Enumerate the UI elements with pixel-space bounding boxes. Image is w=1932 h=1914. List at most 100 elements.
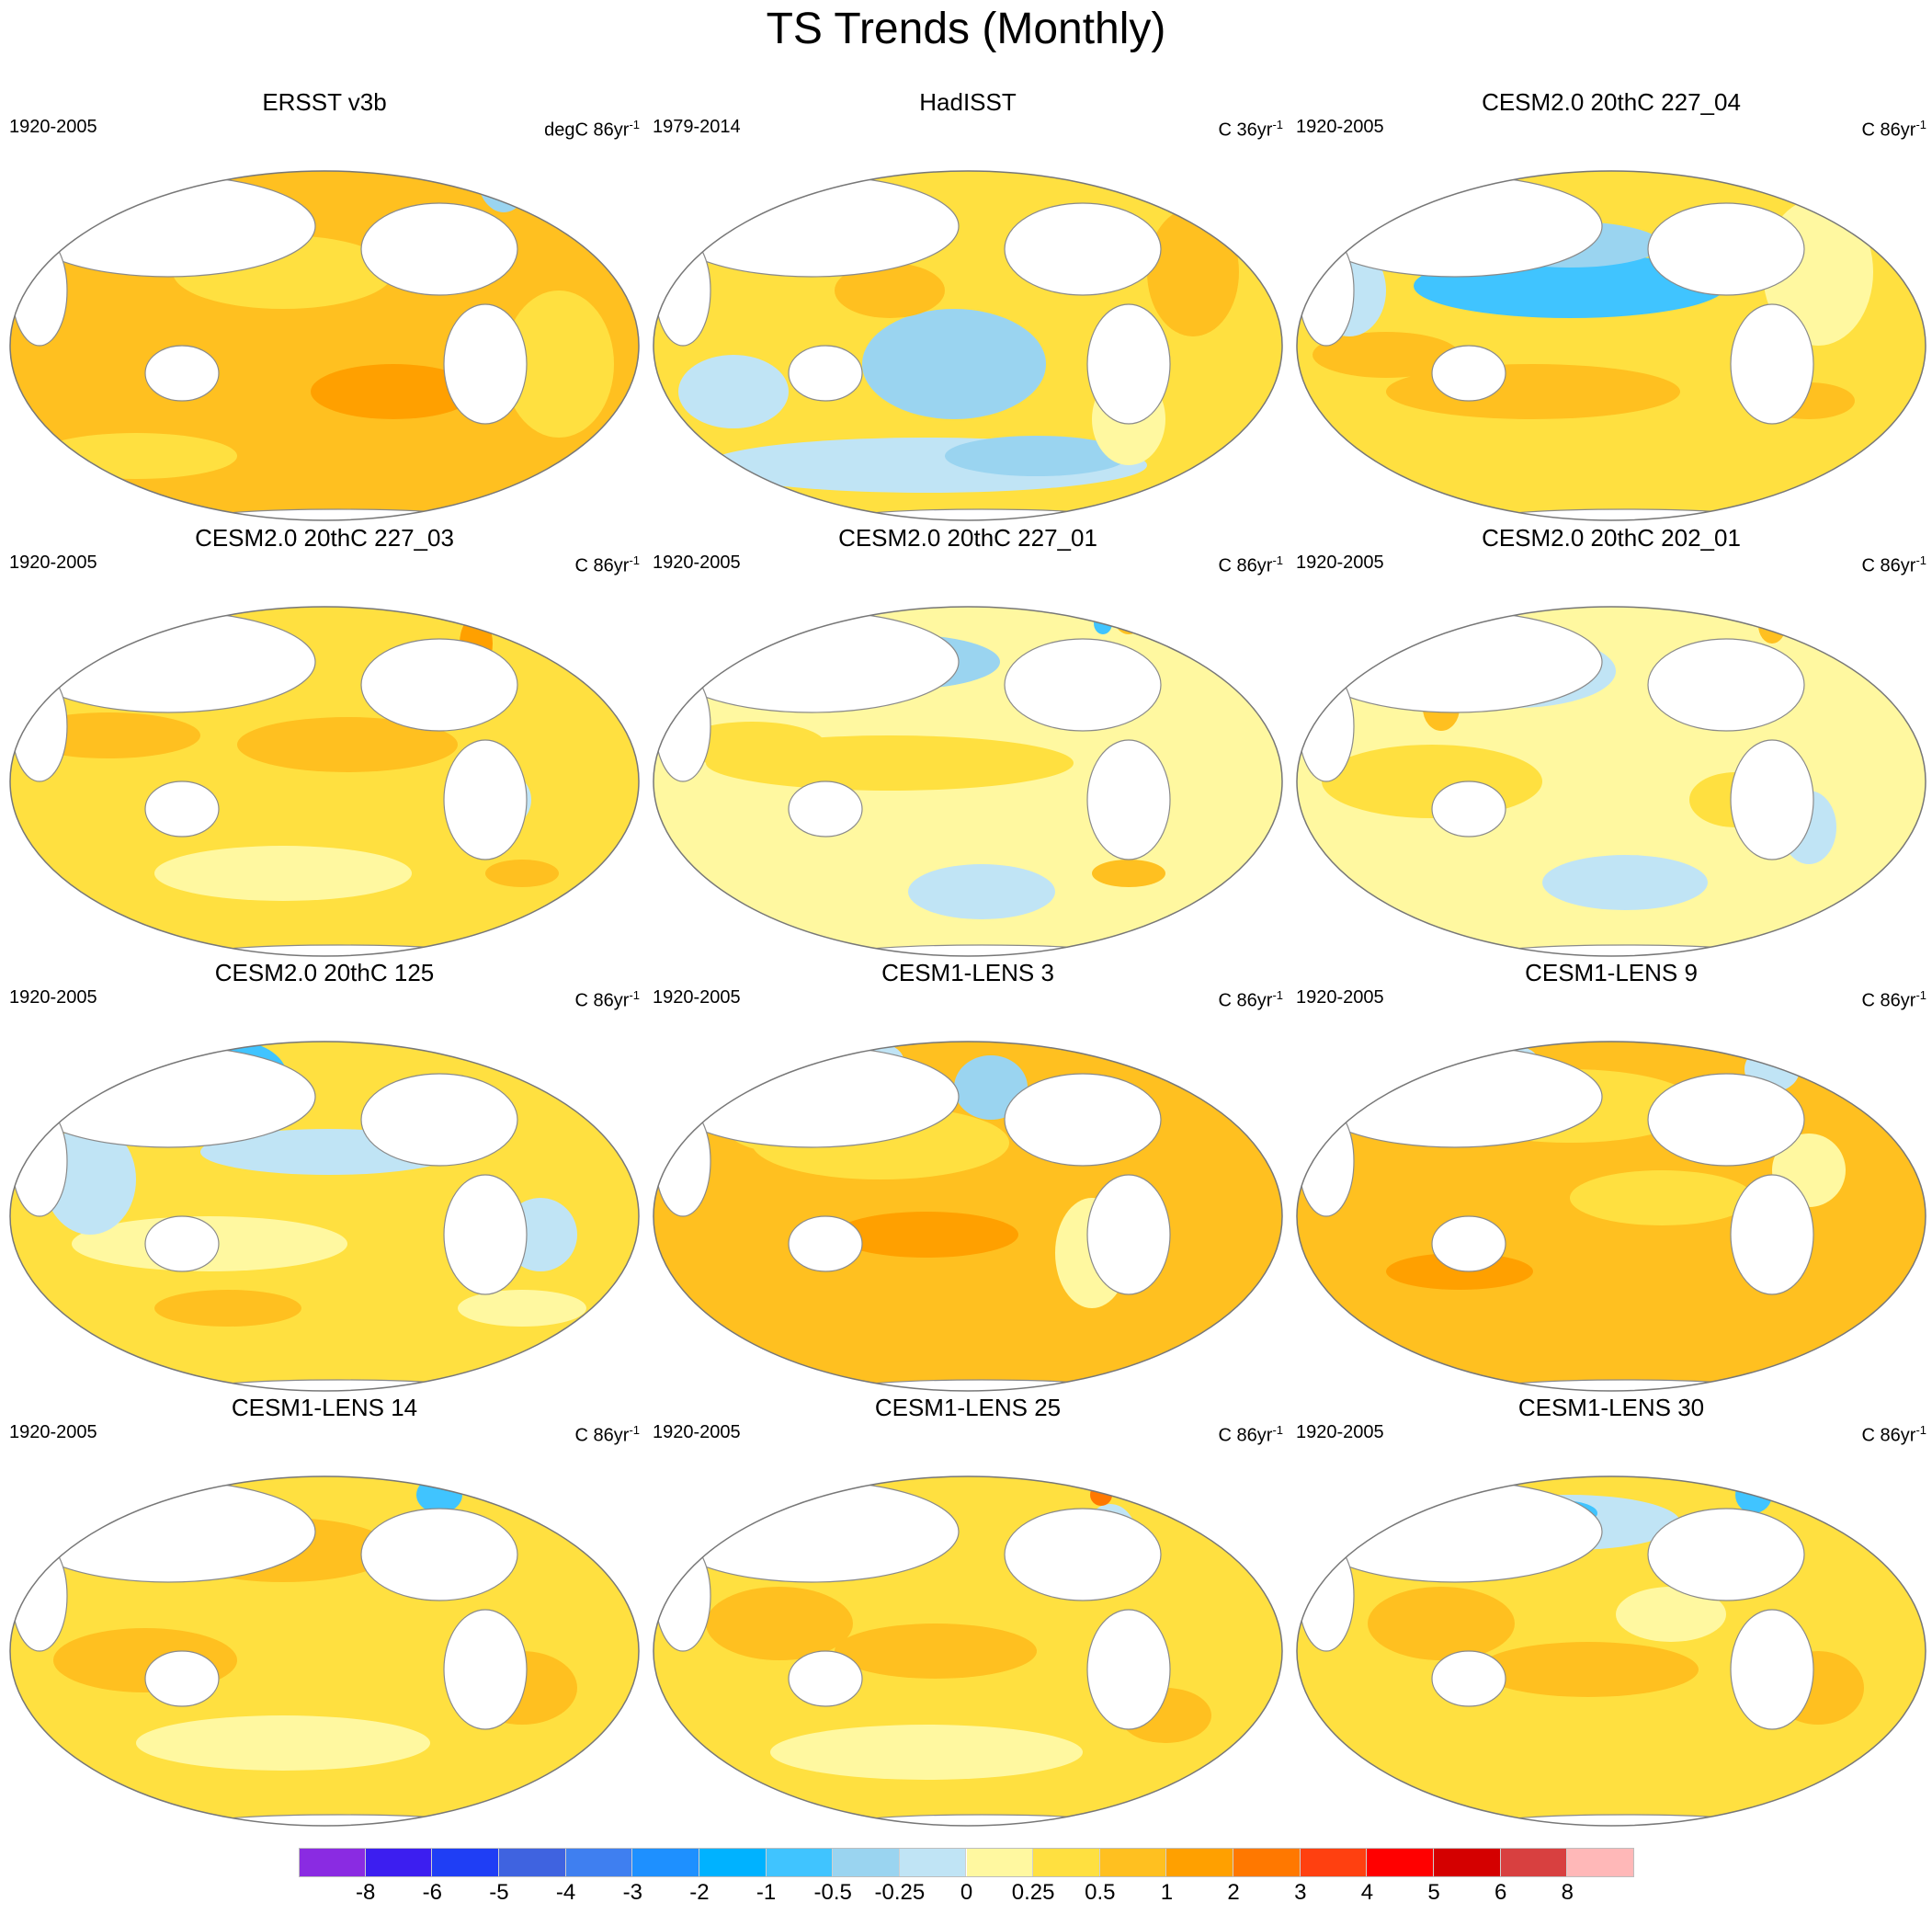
- colorbar-tick-label: 8: [1561, 1880, 1574, 1905]
- land-mass: [1004, 638, 1162, 732]
- colorbar-tick-label: -3: [622, 1880, 642, 1905]
- map-panel: CESM2.0 20thC 227_04 1920-2005 C 86yr-1: [1294, 88, 1928, 522]
- panel-title: CESM1-LENS 9: [1525, 959, 1698, 986]
- colorbar-tick-label: -2: [689, 1880, 710, 1905]
- colorbar-swatch: [1233, 1848, 1301, 1877]
- colorbar-tick-label: -0.5: [813, 1880, 852, 1905]
- colorbar-swatch: [966, 1848, 1034, 1877]
- map-border: [653, 1475, 1283, 1827]
- panel-units-base: C 86yr: [1861, 555, 1916, 576]
- map-border: [1296, 1475, 1926, 1827]
- map-border: [9, 606, 640, 957]
- trend-region: [154, 846, 412, 901]
- panel-title: CESM2.0 20thC 125: [214, 959, 435, 986]
- colorbar-tick-label: 0.25: [1011, 1880, 1055, 1905]
- panel-units: C 86yr-1: [1219, 983, 1283, 1014]
- trend-region: [237, 717, 458, 772]
- land-mass: [664, 1480, 960, 1583]
- map-border: [9, 1041, 640, 1392]
- panel-units-exponent: -1: [629, 118, 640, 131]
- panel-units-exponent: -1: [1915, 118, 1926, 131]
- trend-region: [136, 1715, 430, 1771]
- trend-region: [835, 1623, 1037, 1679]
- trend-map: [1296, 1041, 1926, 1392]
- colorbar-tick-label: -8: [355, 1880, 376, 1905]
- trend-region: [35, 433, 237, 479]
- panel-units-exponent: -1: [1915, 1423, 1926, 1437]
- trend-region: [678, 722, 825, 768]
- colorbar-swatch: [699, 1848, 767, 1877]
- land-mass: [1730, 303, 1814, 425]
- land-mass: [144, 780, 220, 837]
- colorbar-tick-label: 6: [1494, 1880, 1507, 1905]
- trend-region: [1147, 208, 1239, 336]
- map-border: [1296, 170, 1926, 521]
- trend-region: [1570, 1170, 1754, 1225]
- land-mass: [20, 1045, 316, 1148]
- panel-units: C 86yr-1: [575, 1418, 640, 1449]
- panel-units-exponent: -1: [1915, 553, 1926, 567]
- panel-period: 1920-2005: [1296, 553, 1384, 573]
- panel-period: 1920-2005: [1296, 987, 1384, 1008]
- panel-units-base: C 86yr: [1218, 1425, 1273, 1446]
- land-mass: [788, 1215, 863, 1272]
- map-panel: CESM1-LENS 25 1920-2005 C 86yr-1: [651, 1394, 1285, 1828]
- panel-title: CESM1-LENS 14: [231, 1394, 418, 1421]
- land-mass: [664, 610, 960, 713]
- panel-units-base: C 86yr: [574, 555, 630, 576]
- trend-map: [1296, 170, 1926, 521]
- panel-units-exponent: -1: [1915, 988, 1926, 1002]
- panel-units-base: C 86yr: [574, 990, 630, 1011]
- map-panel: CESM2.0 20thC 125 1920-2005 C 86yr-1: [7, 959, 642, 1393]
- panel-units: C 86yr-1: [1862, 112, 1926, 143]
- panel-units: C 86yr-1: [575, 983, 640, 1014]
- trend-map: [1296, 1475, 1926, 1827]
- trend-region: [311, 364, 476, 419]
- panel-units-base: C 86yr: [574, 1425, 630, 1446]
- land-mass: [1431, 780, 1506, 837]
- colorbar-swatch: [432, 1848, 499, 1877]
- land-mass: [1086, 1609, 1171, 1730]
- colorbar-tick-label: 4: [1360, 1880, 1374, 1905]
- trend-region: [1368, 1587, 1515, 1660]
- map-border: [653, 1041, 1283, 1392]
- land-mass: [443, 739, 528, 860]
- trend-region: [458, 1290, 586, 1327]
- trend-map: [653, 170, 1283, 521]
- panel-units-base: C 86yr: [1861, 1425, 1916, 1446]
- map-panel: CESM2.0 20thC 227_03 1920-2005 C 86yr-1: [7, 524, 642, 958]
- land-mass: [1647, 202, 1805, 296]
- land-mass: [1307, 175, 1603, 278]
- panel-units-base: C 86yr: [1218, 990, 1273, 1011]
- map-panel: CESM1-LENS 14 1920-2005 C 86yr-1: [7, 1394, 642, 1828]
- panel-units: degC 86yr-1: [544, 112, 640, 143]
- map-border: [653, 170, 1283, 521]
- trend-region: [835, 263, 945, 318]
- panel-period: 1920-2005: [9, 117, 97, 137]
- panel-units-exponent: -1: [629, 1423, 640, 1437]
- trend-region: [835, 1212, 1018, 1258]
- colorbar-swatch: [766, 1848, 834, 1877]
- panel-period: 1920-2005: [1296, 1422, 1384, 1442]
- colorbar-tick-label: -1: [756, 1880, 777, 1905]
- trend-region: [476, 171, 531, 212]
- colorbar-tick-label: -5: [489, 1880, 509, 1905]
- map-border: [9, 1475, 640, 1827]
- map-border: [653, 606, 1283, 957]
- land-mass: [788, 1650, 863, 1707]
- land-mass: [1004, 1073, 1162, 1167]
- map-panel: CESM2.0 20thC 202_01 1920-2005 C 86yr-1: [1294, 524, 1928, 958]
- trend-region: [1758, 607, 1786, 644]
- panel-title: CESM2.0 20thC 227_01: [838, 524, 1097, 552]
- land-mass: [664, 175, 960, 278]
- panel-period: 1920-2005: [1296, 117, 1384, 137]
- trend-region: [1616, 1587, 1726, 1642]
- map-border: [1296, 1041, 1926, 1392]
- land-mass: [1647, 638, 1805, 732]
- land-mass: [1647, 1508, 1805, 1601]
- colorbar-tick-label: 1: [1160, 1880, 1174, 1905]
- land-mass: [1004, 1508, 1162, 1601]
- land-mass: [144, 1650, 220, 1707]
- land-mass: [360, 202, 518, 296]
- trend-region: [908, 864, 1055, 919]
